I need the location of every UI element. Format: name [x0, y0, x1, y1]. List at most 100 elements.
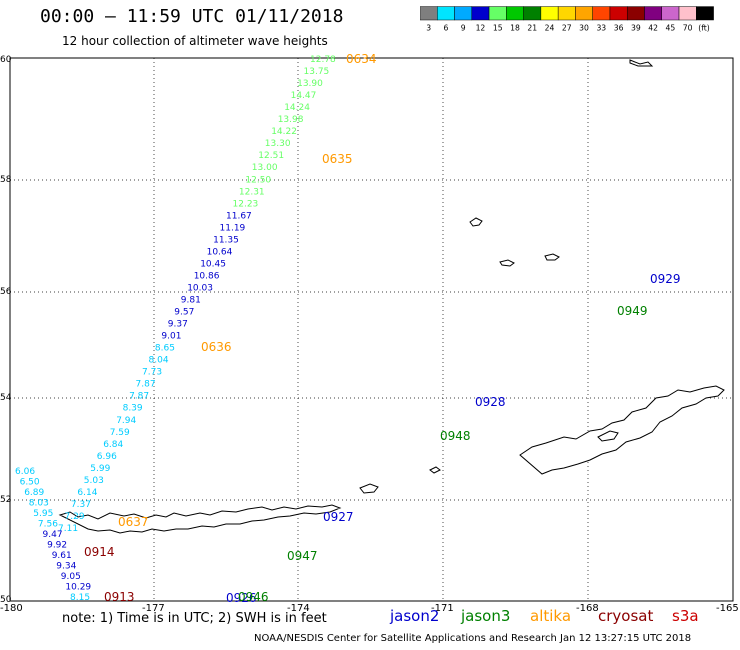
- scale-swatch: [575, 6, 593, 21]
- pass-time-label: 0634: [346, 52, 377, 66]
- wave-height-value: 11.19: [220, 223, 246, 233]
- lon-label: -165: [716, 603, 739, 614]
- scale-swatch: [488, 6, 507, 21]
- wave-height-value: 7.11: [58, 524, 78, 534]
- page-subtitle: 12 hour collection of altimeter wave hei…: [62, 34, 328, 48]
- sat-legend-altika: altika: [530, 607, 572, 625]
- pass-time-label: 0914: [84, 545, 115, 559]
- scale-swatch: [609, 6, 628, 21]
- scale-unit: (ft): [698, 24, 710, 33]
- scale-swatch: [454, 6, 473, 21]
- scale-label: 36: [614, 24, 624, 33]
- lon-label: -177: [142, 603, 165, 614]
- lon-label: -168: [576, 603, 599, 614]
- coastline-island: [629, 59, 654, 67]
- coastline-island: [469, 217, 483, 227]
- page-title: 00:00 – 11:59 UTC 01/11/2018: [40, 6, 344, 27]
- wave-height-value: 7.94: [116, 416, 136, 426]
- wave-height-value: 9.05: [61, 572, 81, 582]
- wave-height-value: 14.22: [271, 127, 297, 137]
- coastline-alaska-peninsula: [519, 385, 725, 475]
- wave-height-value: 13.00: [252, 163, 278, 173]
- scale-label: 9: [461, 24, 466, 33]
- sat-legend-jason2: jason2: [390, 607, 440, 625]
- wave-height-value: 12.78: [310, 55, 336, 65]
- wave-height-value: 7.29: [65, 512, 85, 522]
- pass-time-label: 0637: [118, 515, 149, 529]
- scale-swatch: [696, 6, 714, 21]
- wave-height-value: 10.03: [187, 284, 213, 294]
- wave-height-value: 6.50: [20, 478, 40, 488]
- coastline-island: [429, 466, 441, 474]
- pass-time-label: 0948: [440, 429, 471, 443]
- lat-label: 58: [0, 175, 12, 185]
- lat-label: 54: [0, 393, 12, 403]
- wave-height-value: 9.61: [52, 551, 72, 561]
- wave-height-value: 13.75: [304, 67, 330, 77]
- coastline-island: [597, 430, 619, 442]
- scale-label: 24: [545, 24, 555, 33]
- wave-height-value: 13.98: [278, 115, 304, 125]
- lon-label: -171: [431, 603, 454, 614]
- scale-swatch: [471, 6, 490, 21]
- lon-label: -180: [0, 603, 23, 614]
- pass-time-label: 0635: [322, 152, 353, 166]
- wave-height-value: 12.51: [258, 151, 284, 161]
- wave-height-value: 5.99: [90, 464, 110, 474]
- wave-height-value: 9.37: [168, 320, 188, 330]
- wave-height-value: 7.87: [136, 380, 156, 390]
- coastline-island: [499, 259, 515, 267]
- scale-swatch: [506, 6, 524, 21]
- wave-height-value: 10.29: [65, 583, 91, 593]
- wave-height-value: 13.90: [297, 79, 323, 89]
- sat-legend-cryosat: cryosat: [598, 607, 654, 625]
- wave-height-value: 12.23: [233, 199, 259, 209]
- wave-height-value: 8.03: [29, 499, 49, 509]
- scale-swatch: [592, 6, 611, 21]
- lon-label: -174: [287, 603, 310, 614]
- wave-height-value: 6.96: [97, 452, 117, 462]
- scale-label: 39: [631, 24, 641, 33]
- coastline-aleutian-west: [58, 504, 342, 534]
- scale-swatch: [540, 6, 559, 21]
- pass-time-label: 0947: [287, 549, 318, 563]
- pass-time-label: 0636: [201, 340, 232, 354]
- color-scale-legend: 3 6 9 12 15 18 21 24 27 30 33 36 39 42 45 70 (ft): [420, 6, 714, 33]
- lat-label: 50: [0, 595, 12, 605]
- wave-height-value: 9.34: [56, 562, 76, 572]
- pass-time-labels: 0634 0635 0636 0637 0914 0913 0927 0928 …: [84, 52, 681, 605]
- wave-height-value: 9.47: [43, 530, 63, 540]
- scale-label: 27: [562, 24, 572, 33]
- pass-time-label: 0946: [238, 590, 269, 604]
- footer-credit: NOAA/NESDIS Center for Satellite Applica…: [254, 633, 692, 644]
- lon-labels: -180 -177 -174 -171 -168 -165: [0, 603, 739, 614]
- scale-label: 15: [493, 24, 503, 33]
- coastline-island: [359, 483, 379, 494]
- wave-height-value: 7.37: [71, 500, 91, 510]
- pass-time-label: 0949: [617, 304, 648, 318]
- wave-height-value: 10.45: [200, 259, 226, 269]
- scale-swatch: [626, 6, 645, 21]
- scale-label: 18: [510, 24, 520, 33]
- scale-swatch: [557, 6, 576, 21]
- wave-height-value: 11.67: [226, 211, 252, 221]
- wave-height-value: 9.81: [181, 296, 201, 306]
- lat-label: 56: [0, 287, 12, 297]
- scale-swatch: [420, 6, 438, 21]
- scale-label: 33: [596, 24, 606, 33]
- wave-height-value: 11.35: [213, 235, 239, 245]
- wave-height-value: 9.01: [161, 332, 181, 342]
- wave-height-value: 12.31: [239, 187, 265, 197]
- scale-label: 12: [476, 24, 486, 33]
- scale-swatch: [523, 6, 542, 21]
- wave-height-value: 6.84: [103, 440, 123, 450]
- sat-legend-s3a: s3a: [672, 607, 699, 625]
- wave-height-value: 9.92: [47, 541, 67, 551]
- wave-height-value: 9.57: [174, 308, 194, 318]
- wave-height-value: 6.14: [77, 488, 97, 498]
- lat-labels: 60 58 56 54 52 50: [0, 55, 12, 605]
- wave-height-value: 6.06: [15, 467, 35, 477]
- wave-height-value: 10.86: [194, 272, 220, 282]
- wave-height-value: 7.56: [38, 520, 58, 530]
